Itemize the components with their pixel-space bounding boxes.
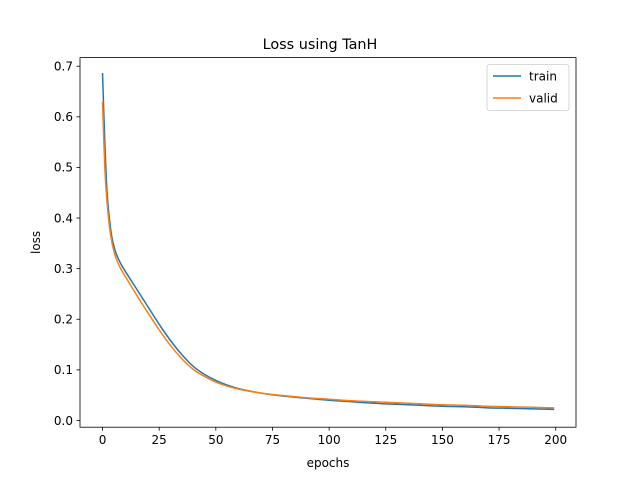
legend: train valid [486,64,570,111]
x-axis-label: epochs [307,456,350,470]
x-tick-label: 200 [544,433,567,447]
plot-area-frame [79,57,577,428]
y-tick-label: 0.6 [54,110,73,124]
y-axis-label: loss [29,231,43,254]
chart-title: Loss using TanH [263,37,378,53]
series-line-valid [101,101,555,409]
x-tick-label: 25 [152,433,167,447]
y-tick-label: 0.5 [54,161,73,175]
legend-label-train: train [529,69,557,83]
y-tick-label: 0.3 [54,262,73,276]
series-lines [101,73,555,411]
x-tick-label: 0 [99,433,107,447]
x-tick-label: 150 [431,433,454,447]
x-axis: 0 25 50 75 100 125 150 175 200 [99,427,567,447]
x-tick-label: 100 [318,433,341,447]
legend-label-valid: valid [529,91,558,105]
y-tick-label: 0.7 [54,60,73,74]
x-tick-label: 175 [488,433,511,447]
y-tick-label: 0.0 [54,414,73,428]
x-tick-label: 75 [265,433,280,447]
y-axis: 0.0 0.1 0.2 0.3 0.4 0.5 0.6 0.7 [54,60,80,428]
y-tick-label: 0.1 [54,363,73,377]
x-tick-label: 50 [208,433,223,447]
y-tick-label: 0.4 [54,211,73,225]
series-line-train [101,73,555,411]
y-tick-label: 0.2 [54,313,73,327]
x-tick-label: 125 [374,433,397,447]
